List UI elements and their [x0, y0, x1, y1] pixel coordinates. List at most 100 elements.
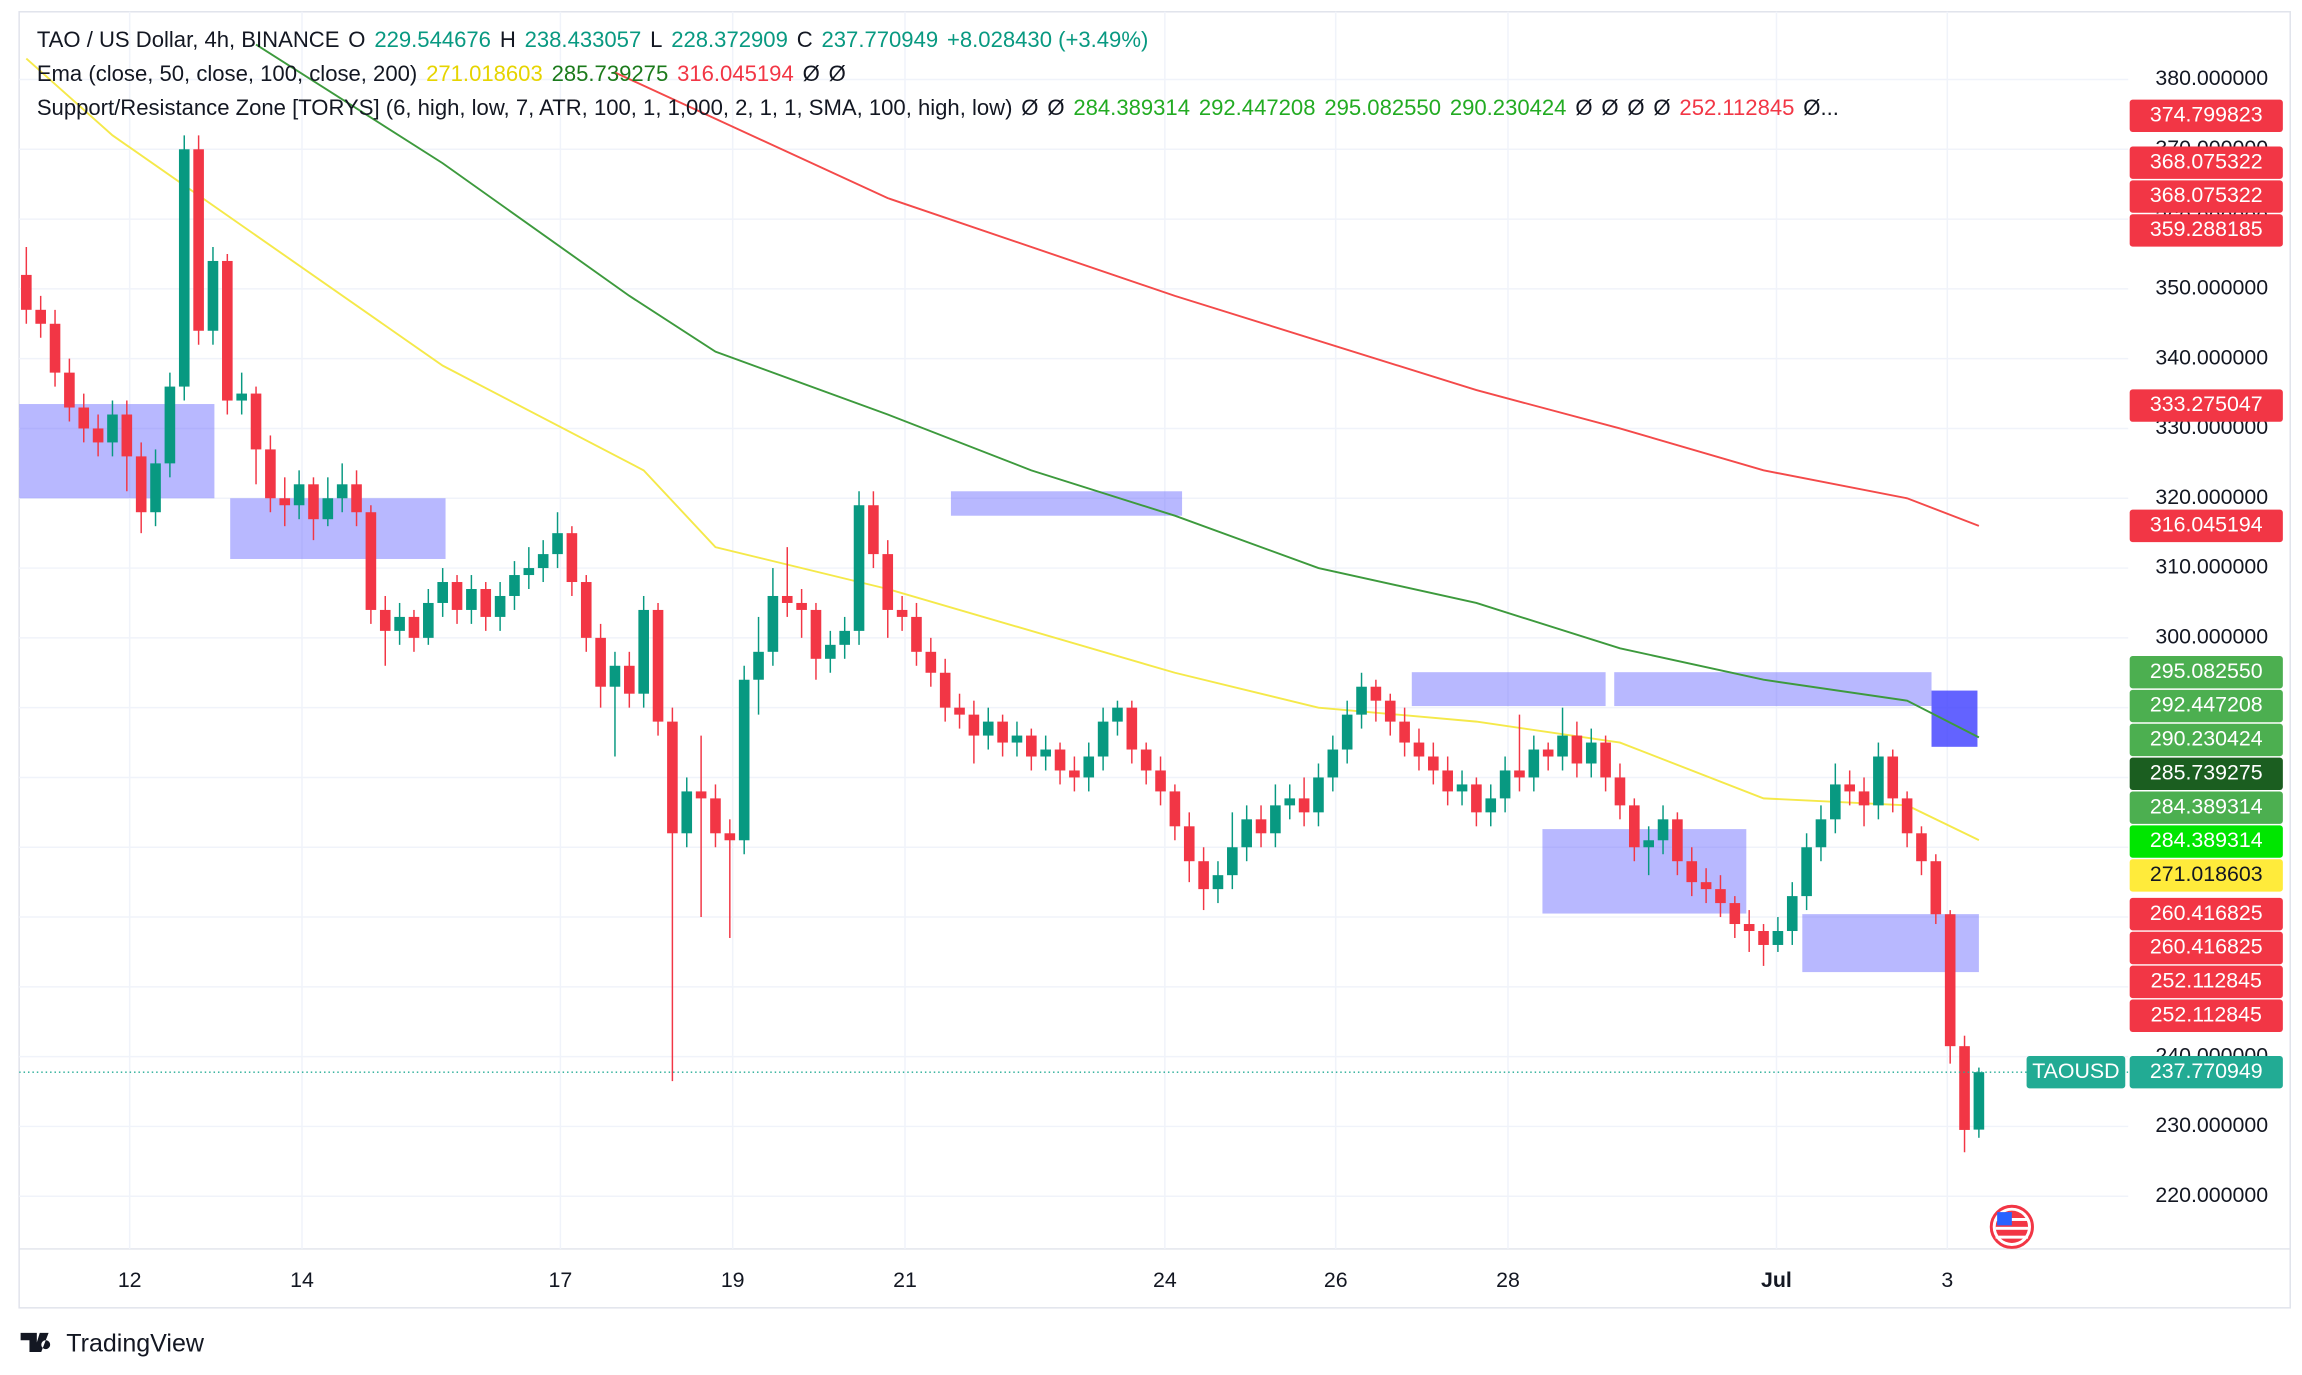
- price-label-box: [2129, 965, 2283, 999]
- candle-body: [1384, 700, 1396, 722]
- legend-line: Ema (close, 50, close, 100, close, 200) 2…: [37, 61, 846, 86]
- price-label-box: [2129, 859, 2283, 892]
- price-label: 374.799823: [2150, 102, 2263, 126]
- x-tick-label: 28: [1496, 1268, 1520, 1292]
- candle-body: [1298, 798, 1310, 813]
- candle-body: [1327, 749, 1339, 778]
- legend-item: Ema (close, 50, close, 100, close, 200): [37, 61, 417, 86]
- legend-item: 271.018603: [426, 61, 543, 86]
- candle-body: [537, 554, 549, 569]
- candle-body: [1571, 735, 1583, 764]
- price-label: 368.075322: [2150, 149, 2263, 173]
- candle-body: [997, 721, 1008, 743]
- legend-item: 284.389314: [1073, 95, 1190, 120]
- candle-body: [379, 609, 391, 631]
- price-label-box: [2129, 757, 2283, 791]
- candle-body: [767, 595, 779, 652]
- logo: TradingView: [20, 1329, 205, 1357]
- x-tick-label: 17: [549, 1268, 573, 1292]
- candle-body: [451, 582, 463, 610]
- candle-body: [494, 595, 506, 617]
- price-label: 295.082550: [2150, 659, 2263, 683]
- candle-body: [1844, 784, 1855, 792]
- candle-body: [322, 498, 334, 520]
- candle-body: [1542, 749, 1554, 757]
- support-resistance-zone: [230, 498, 446, 559]
- candle-body: [250, 393, 262, 450]
- candle-body: [107, 414, 118, 443]
- support-resistance-zone: [1931, 690, 1978, 747]
- candle-body: [1428, 756, 1439, 771]
- candle-body: [365, 512, 377, 610]
- candle-body: [1887, 756, 1899, 799]
- candle-body: [293, 484, 305, 506]
- price-label: 260.416825: [2150, 935, 2263, 959]
- candle-body: [925, 651, 937, 673]
- candle-body: [523, 568, 535, 576]
- candle-body: [1485, 798, 1497, 813]
- candle-body: [178, 149, 190, 387]
- y-tick-label: 350.000000: [2155, 276, 2268, 300]
- candle-body: [222, 260, 233, 401]
- candle-body: [1772, 931, 1784, 945]
- legend-item: Ø: [1047, 95, 1064, 120]
- candle-body: [1040, 749, 1051, 757]
- price-label: 333.275047: [2150, 392, 2263, 416]
- legend-item: Ø: [1627, 95, 1644, 120]
- price-label-box: [2129, 723, 2283, 757]
- candle-body: [351, 484, 362, 513]
- price-label-box: [2129, 655, 2283, 689]
- candle-body: [825, 644, 836, 659]
- symbol-label-box: [2026, 1055, 2126, 1089]
- candle-body: [509, 575, 520, 596]
- price-label-box: [2129, 180, 2283, 213]
- candle-body: [1399, 721, 1410, 743]
- candle-body: [796, 602, 807, 610]
- candle-body: [1356, 686, 1367, 715]
- candle-body: [21, 274, 32, 310]
- price-label-box: [2129, 999, 2283, 1032]
- legend-item: Ø: [1601, 95, 1618, 120]
- y-tick-label: 220.000000: [2155, 1183, 2268, 1207]
- legend-line: TAO / US Dollar, 4h, BINANCE O 229.544676 H…: [37, 27, 1148, 52]
- candle-body: [1944, 914, 1956, 1047]
- legend-item: Ø: [1021, 95, 1038, 120]
- candle-body: [1083, 756, 1095, 778]
- flag-icon[interactable]: [1989, 1204, 2034, 1249]
- legend-item: H: [500, 27, 516, 52]
- candle-body: [896, 609, 908, 617]
- candle-body: [1313, 777, 1324, 813]
- legend: TAO / US Dollar, 4h, BINANCE O 229.544676 H…: [37, 27, 1839, 120]
- legend-item: 295.082550: [1324, 95, 1441, 120]
- x-tick-label: Jul: [1761, 1268, 1792, 1292]
- candle-body: [1585, 742, 1597, 764]
- candle-body: [64, 372, 75, 408]
- candle-body: [954, 707, 965, 715]
- candle-body: [236, 393, 247, 401]
- candle-body: [853, 505, 865, 631]
- candle-body: [437, 582, 448, 603]
- price-label-box: [2129, 146, 2283, 179]
- price-label: 292.447208: [2150, 693, 2263, 717]
- legend-item: Support/Resistance Zone [TORYS] (6, high…: [37, 95, 1013, 120]
- candle-body: [1629, 805, 1640, 848]
- legend-item: O: [348, 27, 365, 52]
- candle-body: [1011, 735, 1023, 743]
- y-tick-label: 300.000000: [2155, 624, 2268, 648]
- candle-body: [78, 407, 90, 429]
- legend-item: Ø: [1575, 95, 1592, 120]
- candle-body: [1715, 889, 1726, 904]
- candle-body: [1069, 770, 1080, 778]
- legend-item: 316.045194: [677, 61, 794, 86]
- candle-body: [423, 602, 434, 638]
- candle-body: [92, 428, 104, 443]
- candle-body: [1873, 756, 1884, 806]
- candle-body: [595, 637, 606, 687]
- candle-body: [882, 554, 894, 610]
- candle-body: [781, 595, 793, 603]
- candle-body: [738, 679, 750, 841]
- support-resistance-zone: [950, 491, 1183, 516]
- y-tick-label: 310.000000: [2155, 555, 2268, 579]
- candle-body: [810, 609, 822, 659]
- candle-body: [609, 665, 621, 687]
